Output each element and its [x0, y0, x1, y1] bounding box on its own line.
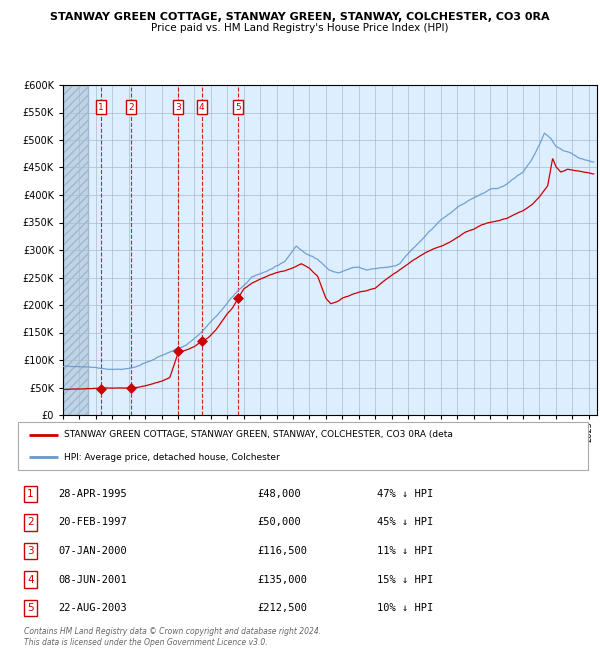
- Text: 45% ↓ HPI: 45% ↓ HPI: [377, 517, 433, 527]
- Text: 3: 3: [27, 546, 34, 556]
- Text: 3: 3: [175, 103, 181, 112]
- Text: 1: 1: [27, 489, 34, 499]
- Text: 15% ↓ HPI: 15% ↓ HPI: [377, 575, 433, 584]
- Text: £48,000: £48,000: [257, 489, 301, 499]
- FancyBboxPatch shape: [18, 421, 588, 470]
- Text: 2: 2: [27, 517, 34, 527]
- Bar: [63, 85, 88, 415]
- Text: 4: 4: [199, 103, 205, 112]
- Text: 07-JAN-2000: 07-JAN-2000: [58, 546, 127, 556]
- Text: 28-APR-1995: 28-APR-1995: [58, 489, 127, 499]
- Text: Price paid vs. HM Land Registry's House Price Index (HPI): Price paid vs. HM Land Registry's House …: [151, 23, 449, 32]
- Text: 5: 5: [27, 603, 34, 613]
- Text: 11% ↓ HPI: 11% ↓ HPI: [377, 546, 433, 556]
- Text: 2: 2: [128, 103, 134, 112]
- Text: £135,000: £135,000: [257, 575, 307, 584]
- Text: 08-JUN-2001: 08-JUN-2001: [58, 575, 127, 584]
- Text: 5: 5: [235, 103, 241, 112]
- Text: 20-FEB-1997: 20-FEB-1997: [58, 517, 127, 527]
- Text: 22-AUG-2003: 22-AUG-2003: [58, 603, 127, 613]
- Text: 10% ↓ HPI: 10% ↓ HPI: [377, 603, 433, 613]
- Text: HPI: Average price, detached house, Colchester: HPI: Average price, detached house, Colc…: [64, 452, 280, 462]
- Text: 1: 1: [98, 103, 104, 112]
- Text: 47% ↓ HPI: 47% ↓ HPI: [377, 489, 433, 499]
- Text: 4: 4: [27, 575, 34, 584]
- Bar: [63, 85, 88, 415]
- Text: Contains HM Land Registry data © Crown copyright and database right 2024.
This d: Contains HM Land Registry data © Crown c…: [24, 627, 321, 647]
- Text: STANWAY GREEN COTTAGE, STANWAY GREEN, STANWAY, COLCHESTER, CO3 0RA: STANWAY GREEN COTTAGE, STANWAY GREEN, ST…: [50, 12, 550, 21]
- Text: STANWAY GREEN COTTAGE, STANWAY GREEN, STANWAY, COLCHESTER, CO3 0RA (deta: STANWAY GREEN COTTAGE, STANWAY GREEN, ST…: [64, 430, 452, 439]
- Text: £50,000: £50,000: [257, 517, 301, 527]
- Text: £116,500: £116,500: [257, 546, 307, 556]
- Text: £212,500: £212,500: [257, 603, 307, 613]
